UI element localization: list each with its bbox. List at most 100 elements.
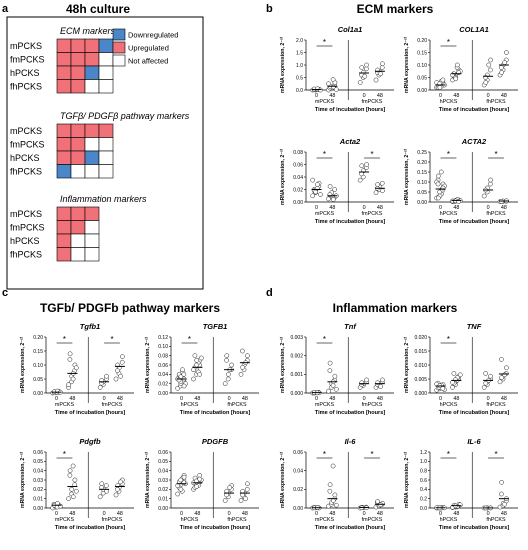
chart-title: Il-6 [345, 437, 357, 446]
y-tick-label: 0.015 [414, 349, 427, 355]
y-tick-label: 0.03 [33, 478, 43, 484]
heat-cell [98, 52, 114, 67]
heat-cell [84, 206, 100, 221]
y-tick-label: 0.01 [158, 496, 168, 502]
data-point [194, 357, 200, 363]
heat-cell [98, 164, 114, 179]
y-tick-label: 0.06 [33, 450, 43, 456]
data-point [359, 380, 365, 386]
heat-cell [56, 38, 72, 53]
data-point [359, 163, 365, 169]
data-point [176, 377, 182, 383]
data-point [178, 486, 184, 492]
data-point [504, 50, 509, 55]
x-axis-title: Time of incubation [hours] [55, 525, 126, 531]
x-tick-label: 48 [117, 396, 123, 402]
y-tick-label: 0.08 [293, 150, 303, 156]
heat-cell [70, 65, 86, 80]
group-label: mPCKS [315, 99, 335, 105]
data-point [488, 57, 493, 63]
data-point [450, 385, 455, 390]
y-tick-label: 0.02 [158, 487, 168, 493]
chart-Tnf: Tnf 0.000 0.001 0.002 0.003 mRNA expression, … [280, 322, 394, 416]
y-tick-label: 0.05 [417, 75, 427, 81]
x-tick-label: 0 [315, 511, 318, 517]
data-point [245, 353, 250, 359]
x-tick-label: 0 [315, 396, 318, 402]
heat-cell [84, 65, 100, 80]
heat-cell [84, 38, 100, 53]
group-label: fhPCKS [486, 99, 506, 105]
heat-cell [56, 123, 72, 138]
data-point [483, 380, 489, 386]
y-tick-label: 1.0 [296, 63, 303, 69]
x-tick-label: 48 [329, 511, 335, 517]
data-point [499, 479, 504, 485]
data-point [373, 190, 379, 195]
x-tick-label: 0 [487, 93, 490, 99]
x-tick-label: 48 [453, 396, 459, 402]
y-tick-label: 2.0 [296, 38, 303, 44]
x-tick-label: 48 [329, 396, 335, 402]
legend-swatch [112, 41, 126, 54]
sig-asterisk: * [447, 150, 450, 159]
y-tick-label: 0.20 [417, 38, 427, 44]
y-tick-label: 0.06 [293, 162, 303, 168]
data-point [66, 382, 71, 387]
row-label: hPCKS [10, 68, 40, 78]
y-axis-label: mRNA expression, 2⁻ᶜᵗ [145, 336, 151, 393]
y-axis-label: mRNA expression, 2⁻ᶜᵗ [145, 451, 151, 508]
heat-cell [98, 79, 114, 94]
y-tick-label: 0.000 [414, 391, 427, 397]
data-point [113, 376, 119, 382]
y-tick-label: 0.010 [414, 363, 427, 369]
heat-cell [70, 233, 86, 248]
heat-cell [84, 79, 100, 94]
data-point [375, 182, 380, 187]
panel-label-c: c [2, 287, 8, 299]
row-label: fmPCKS [10, 55, 45, 65]
x-tick-label: 48 [194, 511, 200, 517]
data-point [67, 468, 73, 474]
y-axis-label: mRNA expression, 2⁻ᶜᵗ [280, 148, 286, 205]
data-point [378, 71, 383, 77]
data-point [332, 373, 338, 379]
y-tick-label: 0.05 [158, 459, 168, 465]
heat-cell [56, 164, 72, 179]
data-point [315, 182, 320, 187]
y-tick-label: 0.00 [33, 506, 43, 512]
y-tick-label: 0.08 [158, 353, 168, 359]
y-tick-label: 0.06 [158, 450, 168, 456]
y-tick-label: 0.15 [417, 170, 427, 176]
x-axis-title: Time of incubation [hours] [55, 410, 126, 416]
data-point [499, 491, 504, 497]
group-label: fmPCKS [362, 99, 383, 105]
panel-b-title: ECM markers [357, 2, 434, 16]
sig-asterisk: * [447, 450, 450, 459]
x-axis-title: Time of incubation [hours] [439, 219, 510, 225]
heat-cell [56, 206, 72, 221]
heat-cell [70, 220, 86, 235]
legend-swatch [112, 28, 126, 41]
y-tick-label: 1.2 [420, 450, 427, 456]
data-point [457, 372, 463, 378]
x-tick-label: 48 [377, 205, 383, 211]
group-label: hPCKS [440, 517, 458, 523]
y-axis-label: mRNA expression, 2⁻ᶜᵗ [404, 148, 410, 205]
data-point [488, 181, 493, 187]
data-point [435, 181, 441, 187]
panel-label-b: b [266, 3, 273, 15]
x-tick-label: 48 [453, 205, 459, 211]
y-tick-label: 0.01 [33, 496, 43, 502]
y-axis-label: mRNA expression, 2⁻ᶜᵗ [280, 336, 286, 393]
x-tick-label: 48 [69, 511, 75, 517]
group-label: hPCKS [440, 99, 458, 105]
row-label: fmPCKS [10, 140, 45, 150]
y-tick-label: 1.0 [420, 459, 427, 465]
x-tick-label: 0 [180, 396, 183, 402]
group-label: mPCKS [315, 517, 335, 523]
sig-asterisk: * [494, 450, 497, 459]
group-label: fhPCKS [227, 517, 247, 523]
data-point [330, 463, 336, 469]
